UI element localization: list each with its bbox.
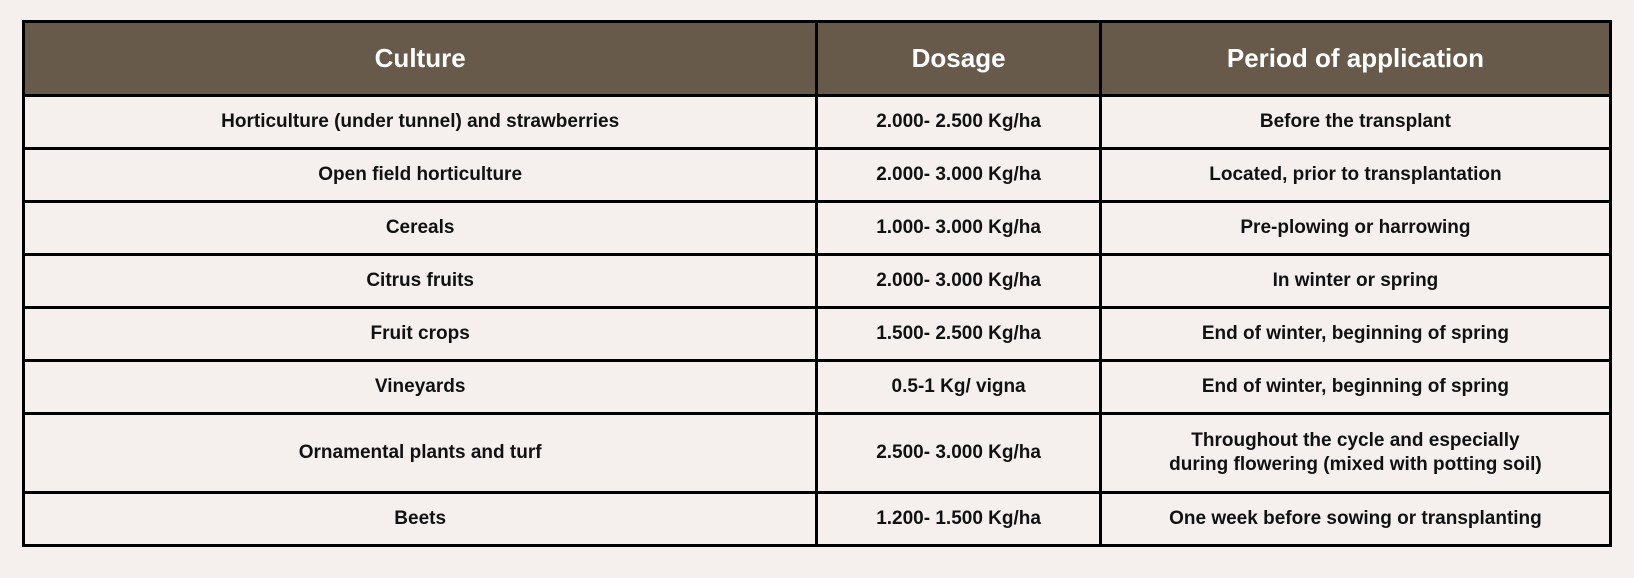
period-cell: Pre-plowing or harrowing <box>1098 200 1613 256</box>
culture-cell: Cereals <box>21 200 819 256</box>
culture-cell: Citrus fruits <box>21 253 819 309</box>
header-dosage: Dosage <box>815 20 1102 97</box>
culture-cell: Beets <box>21 491 819 547</box>
culture-cell: Open field horticulture <box>21 147 819 203</box>
period-cell: End of winter, beginning of spring <box>1098 306 1613 362</box>
dosage-cell: 2.000- 2.500 Kg/ha <box>815 94 1102 150</box>
table-row: Beets 1.200- 1.500 Kg/ha One week before s… <box>21 491 1613 547</box>
period-cell: One week before sowing or transplanting <box>1098 491 1613 547</box>
period-cell: End of winter, beginning of spring <box>1098 359 1613 415</box>
dosage-cell: 2.000- 3.000 Kg/ha <box>815 147 1102 203</box>
culture-cell: Fruit crops <box>21 306 819 362</box>
dosage-cell: 1.000- 3.000 Kg/ha <box>815 200 1102 256</box>
table-row: Vineyards 0.5-1 Kg/ vigna End of winter, b… <box>21 359 1613 415</box>
period-cell: Throughout the cycle and especially durin… <box>1098 412 1613 494</box>
culture-cell: Ornamental plants and turf <box>21 412 819 494</box>
culture-cell: Horticulture (under tunnel) and strawber… <box>21 94 819 150</box>
table-row: Ornamental plants and turf 2.500- 3.000 K… <box>21 412 1613 494</box>
culture-cell: Vineyards <box>21 359 819 415</box>
table-row: Cereals 1.000- 3.000 Kg/ha Pre-plowing or … <box>21 200 1613 256</box>
table-row: Citrus fruits 2.000- 3.000 Kg/ha In winter… <box>21 253 1613 309</box>
header-row: Culture Dosage Period of application <box>21 20 1613 97</box>
header-period: Period of application <box>1098 20 1613 97</box>
period-cell: In winter or spring <box>1098 253 1613 309</box>
period-cell: Located, prior to transplantation <box>1098 147 1613 203</box>
dosage-cell: 1.200- 1.500 Kg/ha <box>815 491 1102 547</box>
dosage-table: Culture Dosage Period of application Hor… <box>21 20 1613 547</box>
table-row: Horticulture (under tunnel) and strawber… <box>21 94 1613 150</box>
dosage-cell: 0.5-1 Kg/ vigna <box>815 359 1102 415</box>
table-row: Open field horticulture 2.000- 3.000 Kg/h… <box>21 147 1613 203</box>
dosage-cell: 1.500- 2.500 Kg/ha <box>815 306 1102 362</box>
header-culture: Culture <box>21 20 819 97</box>
table-row: Fruit crops 1.500- 2.500 Kg/ha End of wint… <box>21 306 1613 362</box>
dosage-cell: 2.500- 3.000 Kg/ha <box>815 412 1102 494</box>
period-cell: Before the transplant <box>1098 94 1613 150</box>
dosage-cell: 2.000- 3.000 Kg/ha <box>815 253 1102 309</box>
